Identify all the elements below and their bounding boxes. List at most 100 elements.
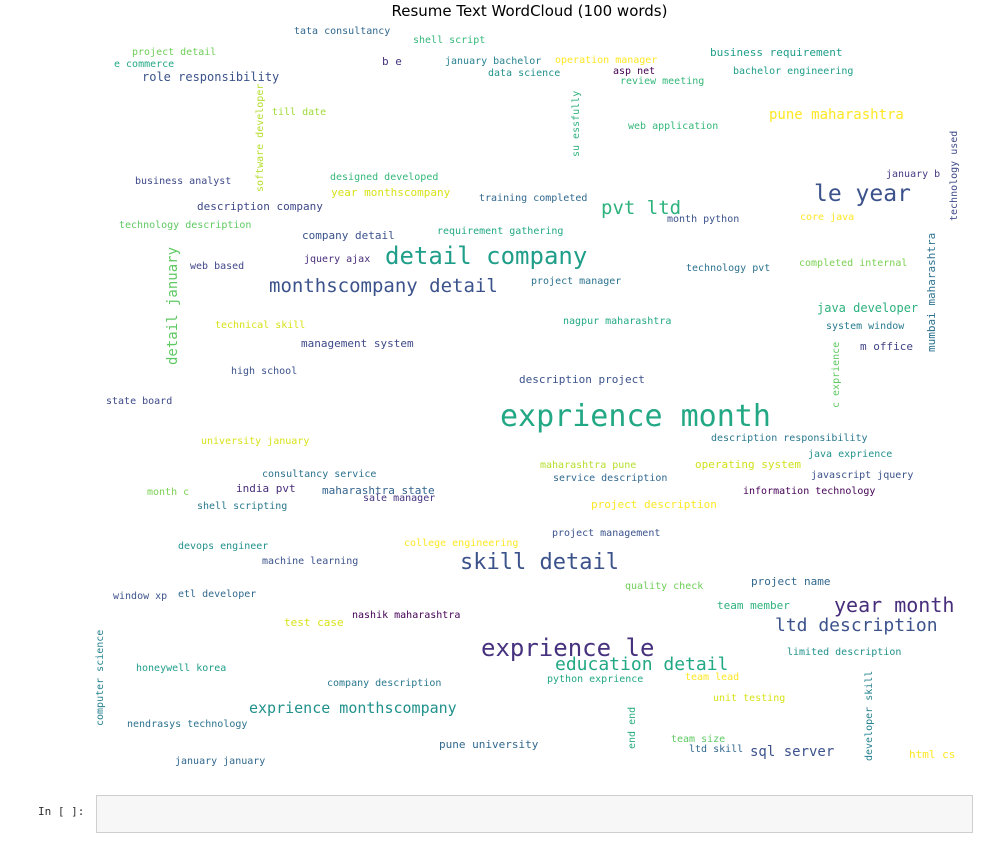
- cloud-word: technology pvt: [686, 263, 771, 274]
- cloud-word: jquery ajax: [304, 254, 371, 265]
- cloud-word: project management: [552, 528, 661, 539]
- cloud-word: web application: [628, 121, 719, 132]
- cloud-word: javascript jquery: [811, 470, 914, 481]
- cloud-word: service description: [553, 473, 668, 484]
- cloud-word: detail january: [165, 246, 181, 365]
- cloud-word: computer science: [95, 629, 106, 726]
- cloud-word: detail company: [385, 242, 588, 270]
- cloud-word: description responsibility: [711, 433, 868, 444]
- cloud-word: ltd skill: [689, 744, 744, 755]
- cloud-word: developer skill: [864, 670, 875, 761]
- cloud-word: designed developed: [330, 172, 439, 183]
- cloud-word: shell script: [413, 35, 486, 46]
- cloud-word: nashik maharashtra: [352, 610, 461, 621]
- cloud-word: unit testing: [713, 693, 786, 704]
- cloud-word: software developer: [255, 83, 266, 192]
- cloud-word: project description: [591, 498, 717, 511]
- figure-title: Resume Text WordCloud (100 words): [391, 2, 668, 20]
- cloud-word: year month: [834, 593, 955, 617]
- cloud-word: core java: [800, 212, 855, 223]
- cloud-word: requirement gathering: [437, 226, 564, 237]
- wordcloud-image: tata consultancy shell script project deta…: [95, 26, 960, 767]
- cloud-word: honeywell korea: [136, 663, 227, 674]
- cloud-word: exprience month: [500, 399, 771, 434]
- cloud-word: ltd description: [775, 615, 938, 636]
- cloud-word: description project: [519, 373, 645, 386]
- cloud-word: nagpur maharashtra: [563, 316, 672, 327]
- cloud-word: company detail: [302, 229, 395, 242]
- cloud-word: java exprience: [808, 449, 893, 460]
- cloud-word: skill detail: [460, 550, 619, 575]
- cloud-word: year monthscompany: [331, 186, 451, 199]
- cloud-word: technology description: [119, 220, 252, 231]
- cloud-word: team size: [671, 734, 726, 745]
- cloud-word: pune maharashtra: [769, 107, 904, 123]
- cloud-word: su essfully: [571, 90, 582, 157]
- cloud-word: training completed: [479, 193, 588, 204]
- cloud-word: january b: [886, 169, 941, 180]
- cloud-word: completed internal: [799, 258, 908, 269]
- cloud-word: bachelor engineering: [733, 66, 854, 77]
- cloud-word: m office: [860, 340, 913, 353]
- cloud-word: etl developer: [178, 589, 257, 600]
- cloud-word: system window: [826, 321, 905, 332]
- cloud-word: january bachelor: [445, 56, 542, 67]
- cloud-word: test case: [284, 616, 344, 629]
- cloud-word: business analyst: [135, 176, 232, 187]
- cloud-word: college engineering: [404, 538, 519, 549]
- cloud-word: information technology: [743, 486, 876, 497]
- cloud-word: window xp: [113, 591, 168, 602]
- cloud-word: sql server: [750, 744, 835, 760]
- cloud-word: end end: [627, 706, 638, 749]
- cloud-word: month c: [147, 487, 190, 498]
- cloud-word: january january: [175, 756, 266, 767]
- cloud-word: mumbai maharashtra: [925, 232, 938, 352]
- cloud-word: team member: [717, 599, 790, 612]
- cloud-word: b e: [382, 55, 402, 68]
- cloud-word: devops engineer: [178, 541, 269, 552]
- cloud-word: exprience monthscompany: [249, 699, 457, 717]
- cloud-word: sale manager: [363, 493, 436, 504]
- cloud-word: python exprience: [547, 674, 644, 685]
- cloud-word: management system: [301, 337, 414, 350]
- cloud-word: maharashtra state: [322, 484, 435, 497]
- cloud-word: project name: [751, 575, 831, 588]
- cloud-word: tata consultancy: [294, 26, 391, 37]
- cloud-word: team lead: [685, 672, 740, 683]
- cloud-word: india pvt: [236, 482, 296, 495]
- cloud-word: company description: [327, 678, 442, 689]
- cloud-word: university january: [201, 436, 310, 447]
- cloud-word: business requirement: [710, 46, 843, 59]
- code-cell-input[interactable]: [96, 795, 973, 833]
- cloud-word: pune university: [439, 738, 539, 751]
- cloud-word: c exprience: [831, 341, 842, 408]
- cloud-word: java developer: [817, 301, 919, 315]
- cloud-word: nendrasys technology: [127, 719, 248, 730]
- cloud-word: pvt ltd: [601, 197, 682, 219]
- cloud-word: e commerce: [114, 59, 175, 70]
- cloud-word: technical skill: [215, 320, 306, 331]
- cloud-word: high school: [231, 366, 298, 377]
- cloud-word: monthscompany detail: [269, 275, 498, 297]
- cloud-word: data science: [488, 68, 561, 79]
- cloud-word: maharashtra pune: [540, 460, 637, 471]
- cloud-word: education detail: [555, 654, 729, 675]
- cloud-word: review meeting: [620, 76, 705, 87]
- cloud-word: till date: [272, 107, 327, 118]
- cloud-word: consultancy service: [262, 469, 377, 480]
- notebook-cell: In [ ]:: [0, 795, 999, 835]
- cloud-word: machine learning: [262, 556, 359, 567]
- cloud-word: shell scripting: [197, 501, 288, 512]
- cloud-word: role responsibility: [142, 70, 280, 84]
- cloud-word: description company: [197, 200, 323, 213]
- cloud-word: operating system: [695, 458, 801, 471]
- cloud-word: project manager: [531, 276, 622, 287]
- cloud-word: html cs: [909, 748, 956, 761]
- cloud-word: quality check: [625, 581, 704, 592]
- cloud-word: web based: [190, 261, 245, 272]
- cloud-word: limited description: [787, 647, 902, 658]
- cloud-word: le year: [814, 181, 911, 207]
- cloud-word: asp net: [613, 66, 656, 77]
- cloud-word: technology used: [949, 130, 960, 221]
- cloud-word: state board: [106, 396, 173, 407]
